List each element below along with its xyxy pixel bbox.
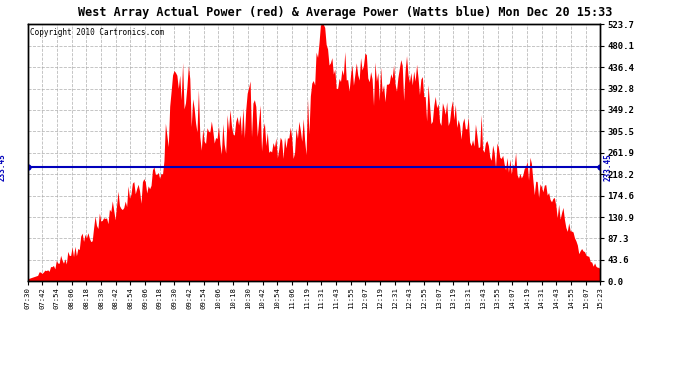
Text: 233.45: 233.45 bbox=[0, 153, 6, 181]
Text: 233.45: 233.45 bbox=[603, 153, 612, 181]
Text: Copyright 2010 Cartronics.com: Copyright 2010 Cartronics.com bbox=[30, 28, 165, 37]
Text: West Array Actual Power (red) & Average Power (Watts blue) Mon Dec 20 15:33: West Array Actual Power (red) & Average … bbox=[78, 6, 612, 19]
